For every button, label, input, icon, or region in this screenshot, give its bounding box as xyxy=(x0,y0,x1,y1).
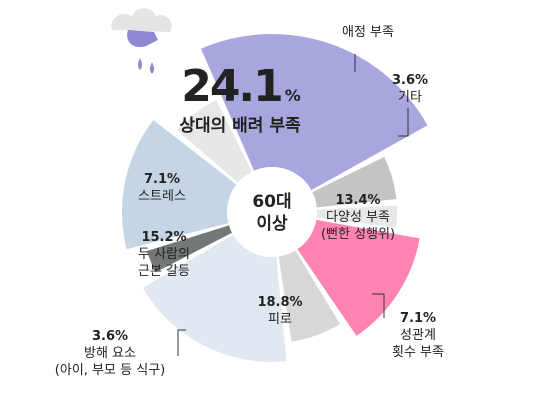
pie-slice-3 xyxy=(297,219,420,336)
slice-label-4-0: 성관계 xyxy=(400,328,436,343)
slice-value-2: 3.6% xyxy=(392,73,428,88)
slice-label-2-0: 기타 xyxy=(398,90,422,105)
leader-line-frequency xyxy=(372,293,385,318)
water-drop xyxy=(138,58,142,70)
slice-value-4: 7.1% xyxy=(400,311,436,326)
pie-slice-0 xyxy=(201,33,428,191)
slice-label-3-1: (뻔한 성행위) xyxy=(321,226,395,242)
slice-value-6: 3.6% xyxy=(92,329,128,344)
pie-slice-4 xyxy=(278,250,341,342)
slice-label-3-0: 다양성 부족 xyxy=(326,210,390,225)
slice-label-8-0: 스트레스 xyxy=(138,189,186,204)
slice-value-8: 7.1% xyxy=(144,172,180,187)
slice-label-5-0: 피로 xyxy=(268,312,292,327)
slice-label-7-1: 근본 갈등 xyxy=(138,264,190,279)
center-label-line2: 이상 xyxy=(256,214,288,234)
watering-can-illustration xyxy=(111,8,172,74)
slice-label-6-0: 방해 요소 xyxy=(84,346,136,361)
pie-slice-6 xyxy=(146,225,233,273)
center-circle xyxy=(227,167,317,257)
pie-slice-1 xyxy=(312,156,397,208)
leader-lines xyxy=(177,54,409,356)
slice-label-4-1: 횟수 부족 xyxy=(392,345,444,360)
leader-line-interference xyxy=(177,329,186,356)
slice-value-7: 15.2% xyxy=(141,230,186,245)
water-drop xyxy=(150,62,154,74)
pie-slices xyxy=(122,33,428,362)
pie-slice-5 xyxy=(142,234,287,362)
cloud-shape xyxy=(111,8,172,32)
slice-value-3: 13.4% xyxy=(335,193,380,208)
slice-label-1-0: 애정 부족 xyxy=(342,25,394,40)
pie-slice-7 xyxy=(122,120,237,250)
center-label-line1: 60대 xyxy=(252,192,291,212)
leader-line-other xyxy=(398,108,409,137)
pie-slice-2 xyxy=(316,205,397,228)
slice-label-7-0: 두 사람의 xyxy=(138,247,190,262)
watering-can-spout xyxy=(127,30,158,48)
slice-label-6-1: (아이, 부모 등 식구) xyxy=(55,363,165,378)
pie-slice-8 xyxy=(177,100,252,183)
slice-label-0-0: 상대의 배려 부족 xyxy=(179,116,301,136)
slice-value-5: 18.8% xyxy=(257,295,302,310)
